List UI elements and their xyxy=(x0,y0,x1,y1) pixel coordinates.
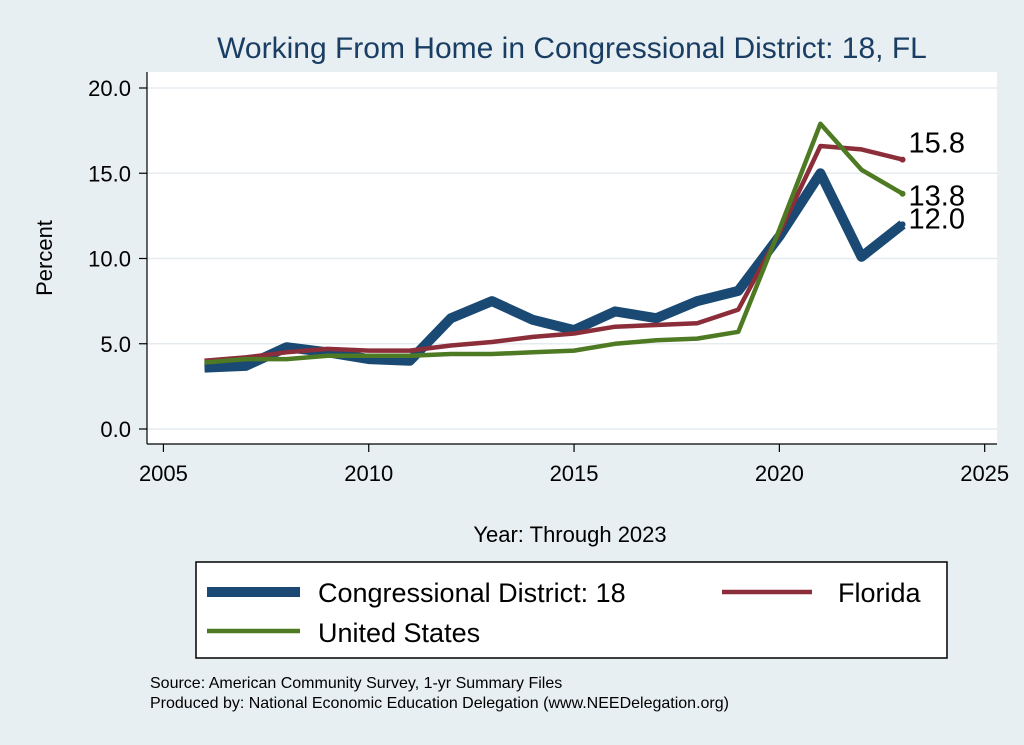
end-label-0: 12.0 xyxy=(909,203,965,235)
legend-label: United States xyxy=(318,618,480,648)
x-tick-label: 2025 xyxy=(960,461,1009,486)
x-tick-label: 2005 xyxy=(139,461,188,486)
end-labels: 12.0 15.8 13.8 xyxy=(909,128,965,236)
legend-box xyxy=(195,561,948,659)
y-tick-label: 0.0 xyxy=(100,417,131,442)
axes: 0.0 5.0 10.0 15.0 20.0 2005 2010 2015 2020 2025 xyxy=(88,72,1009,486)
chart-title: Working From Home in Congressional Distr… xyxy=(217,32,927,65)
y-tick-label: 5.0 xyxy=(100,332,131,357)
end-label-2: 13.8 xyxy=(909,181,965,213)
y-tick-label: 10.0 xyxy=(88,247,131,272)
legend: Congressional District: 18 Florida United … xyxy=(195,561,948,659)
x-tick-label: 2015 xyxy=(550,461,599,486)
source-line: Source: American Community Survey, 1-yr … xyxy=(150,675,562,692)
series-end-point xyxy=(899,221,906,228)
producer-line: Produced by: National Economic Education… xyxy=(150,695,729,712)
y-tick-label: 20.0 xyxy=(88,76,131,101)
x-axis-title: Year: Through 2023 xyxy=(473,522,666,547)
x-tick-label: 2020 xyxy=(755,461,804,486)
end-label-1: 15.8 xyxy=(909,128,965,160)
x-tick-label: 2010 xyxy=(344,461,393,486)
series-line-united-states xyxy=(204,121,904,365)
series-end-point xyxy=(899,190,906,197)
series-lines xyxy=(204,121,906,373)
y-tick-label: 15.0 xyxy=(88,161,131,186)
legend-label: Congressional District: 18 xyxy=(318,578,626,608)
y-axis-title: Percent xyxy=(32,220,57,296)
series-line-florida xyxy=(204,143,904,364)
legend-label: Florida xyxy=(838,578,922,608)
series-end-point xyxy=(899,156,906,163)
